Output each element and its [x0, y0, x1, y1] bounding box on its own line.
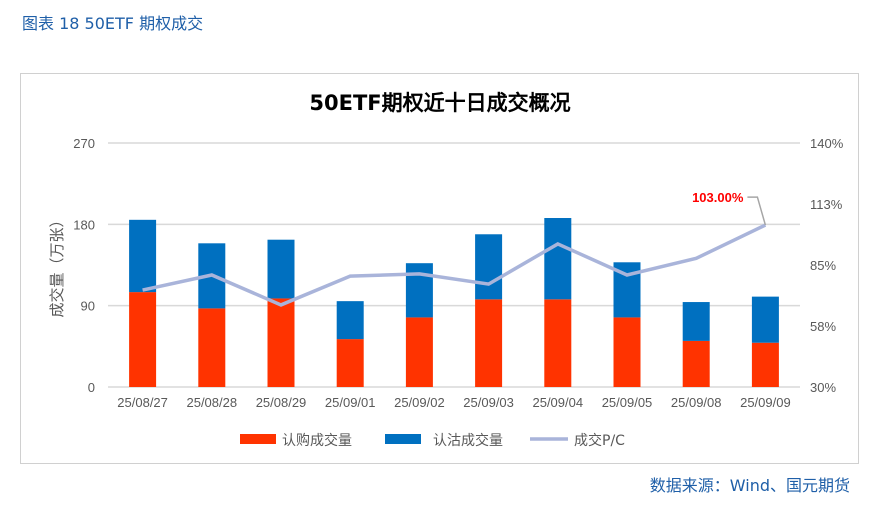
- pc-data-label: 103.00%: [692, 190, 744, 205]
- legend-label: 认购成交量: [282, 432, 352, 449]
- bar-put-volume: [475, 234, 503, 300]
- bar-put-volume: [682, 302, 710, 341]
- y-tick-label: 270: [73, 136, 95, 151]
- x-tick-label: 25/09/02: [394, 395, 445, 410]
- x-tick-label: 25/09/08: [671, 395, 722, 410]
- y-tick-label: 180: [73, 217, 95, 232]
- bar-put-volume: [405, 263, 433, 318]
- y2-tick-label: 30%: [810, 380, 836, 395]
- y2-tick-label: 113%: [810, 197, 843, 212]
- bar-put-volume: [336, 301, 364, 340]
- x-tick-label: 25/09/01: [325, 395, 376, 410]
- bar-put-volume: [129, 219, 157, 293]
- x-tick-label: 25/09/05: [602, 395, 653, 410]
- y2-tick-label: 58%: [810, 319, 836, 334]
- source-note: 数据来源：Wind、国元期货: [649, 476, 850, 495]
- bar-call-volume: [475, 299, 503, 387]
- bar-call-volume: [682, 340, 710, 387]
- y-axis-label: 成交量（万张）: [48, 212, 66, 317]
- bar-call-volume: [405, 317, 433, 387]
- bar-put-volume: [544, 218, 572, 300]
- legend-swatch: [385, 434, 421, 444]
- bar-call-volume: [613, 317, 641, 387]
- y2-tick-label: 140%: [810, 136, 844, 151]
- chart-title: 50ETF期权近十日成交概况: [309, 91, 570, 115]
- x-tick-label: 25/08/28: [186, 395, 237, 410]
- bar-call-volume: [544, 299, 572, 387]
- bar-call-volume: [336, 339, 364, 387]
- annotation-leader: [747, 196, 767, 226]
- bar-put-volume: [267, 239, 295, 299]
- y2-tick-label: 85%: [810, 258, 836, 273]
- bar-call-volume: [129, 292, 157, 387]
- legend-swatch: [240, 434, 276, 444]
- x-tick-label: 25/09/03: [463, 395, 514, 410]
- x-tick-label: 25/09/04: [532, 395, 583, 410]
- bar-call-volume: [267, 298, 295, 387]
- y-tick-label: 0: [88, 380, 95, 395]
- x-tick-label: 25/08/27: [117, 395, 168, 410]
- chart-frame: [20, 73, 859, 464]
- bar-put-volume: [751, 296, 779, 343]
- x-tick-label: 25/09/09: [740, 395, 791, 410]
- x-tick-label: 25/08/29: [256, 395, 307, 410]
- bar-call-volume: [198, 308, 226, 387]
- legend-label: 成交P/C: [574, 432, 625, 449]
- pc-ratio-line: [142, 223, 767, 307]
- figure-title: 图表 18 50ETF 期权成交: [22, 14, 204, 33]
- legend-label: 认沽成交量: [433, 432, 503, 449]
- y-tick-label: 90: [81, 299, 95, 314]
- bar-call-volume: [751, 342, 779, 387]
